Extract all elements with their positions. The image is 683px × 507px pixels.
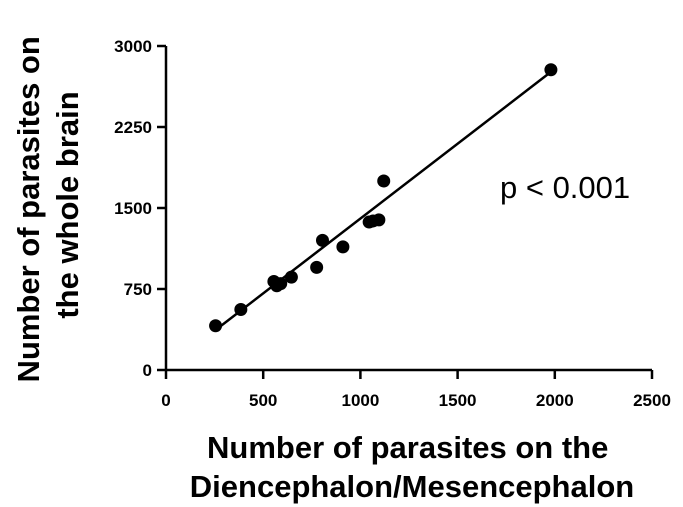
y-tick-label: 0 <box>143 361 152 380</box>
y-tick-label: 2250 <box>114 118 152 137</box>
x-tick-label: 1000 <box>341 391 379 410</box>
data-point <box>209 319 223 333</box>
data-point <box>274 277 288 291</box>
x-tick-label: 1500 <box>439 391 477 410</box>
data-points <box>209 63 558 333</box>
y-tick-label: 750 <box>124 280 152 299</box>
data-point <box>336 240 350 254</box>
data-point <box>310 260 324 274</box>
y-axis-title: Number of parasites on the whole brain <box>11 28 85 383</box>
y-tick-label: 1500 <box>114 199 152 218</box>
data-point <box>234 303 248 317</box>
x-tick-label: 2000 <box>536 391 574 410</box>
data-point <box>372 213 386 227</box>
y-axis-title-line-2: the whole brain <box>50 91 85 318</box>
data-point <box>315 233 329 247</box>
x-axis-ticks: 0 500 1000 1500 2000 2500 <box>161 370 671 410</box>
y-axis-title-line-1: Number of parasites on <box>11 36 46 382</box>
y-axis-ticks: 0 750 1500 2250 3000 <box>114 37 166 380</box>
x-axis-title-line-2: Diencephalon/Mesencephalon <box>190 469 634 504</box>
axes <box>164 46 652 372</box>
data-point <box>544 63 558 77</box>
data-point <box>377 174 391 188</box>
x-tick-label: 2500 <box>633 391 671 410</box>
x-tick-label: 500 <box>249 391 277 410</box>
x-axis-title-line-1: Number of parasites on the <box>207 430 608 465</box>
p-value-annotation: p < 0.001 <box>500 170 630 205</box>
data-point <box>284 270 298 284</box>
x-tick-label: 0 <box>161 391 170 410</box>
y-tick-label: 3000 <box>114 37 152 56</box>
x-axis-title: Number of parasites on the Diencephalon/… <box>190 430 634 504</box>
